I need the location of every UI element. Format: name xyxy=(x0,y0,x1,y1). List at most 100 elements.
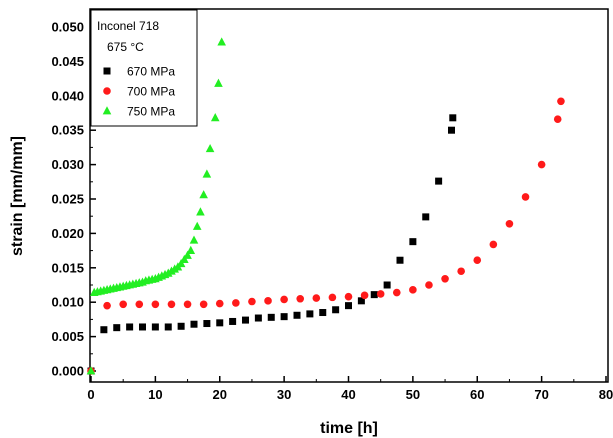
data-point xyxy=(449,114,457,122)
data-point xyxy=(441,275,449,283)
data-point xyxy=(190,320,198,328)
data-point xyxy=(196,207,205,216)
data-point xyxy=(214,78,223,87)
y-tick-label: 0.020 xyxy=(51,226,84,241)
data-point xyxy=(489,240,498,249)
data-point xyxy=(229,317,237,325)
data-point xyxy=(267,313,275,321)
data-point xyxy=(199,300,208,309)
data-point xyxy=(357,297,365,305)
data-point xyxy=(189,235,199,244)
legend: Inconel 718 675 °C 670 MPa 700 MPa 750 MPa xyxy=(90,9,198,127)
data-point xyxy=(205,143,215,153)
data-point xyxy=(86,366,96,375)
data-point xyxy=(177,322,185,330)
y-axis-title: strain [mm/mm] xyxy=(9,136,26,256)
data-point xyxy=(100,326,108,334)
data-point xyxy=(435,177,443,185)
data-point xyxy=(332,306,340,314)
data-point xyxy=(376,290,385,298)
y-tick-label: 0.010 xyxy=(51,295,84,310)
data-point xyxy=(183,300,192,309)
series-750-mpa xyxy=(86,37,226,375)
x-tick-label: 50 xyxy=(406,387,420,402)
data-point xyxy=(167,300,176,309)
legend-marker-700-mpa xyxy=(103,87,111,95)
y-axis: 0.000 0.005 0.010 0.015 0.020 0.025 0.030 0.035… xyxy=(51,20,96,379)
data-point xyxy=(215,299,224,308)
x-tick-label: 0 xyxy=(87,387,94,402)
data-point xyxy=(217,37,226,46)
data-point xyxy=(186,245,196,254)
data-point xyxy=(306,310,314,318)
data-point xyxy=(370,291,378,299)
data-point xyxy=(203,320,211,328)
data-point xyxy=(280,313,288,321)
data-point xyxy=(296,294,305,303)
data-point xyxy=(293,311,301,319)
series-700-mpa xyxy=(87,97,565,375)
x-tick-label: 10 xyxy=(148,387,162,402)
data-point xyxy=(553,115,562,123)
data-point xyxy=(537,160,546,169)
data-point xyxy=(113,324,121,332)
y-tick-label: 0.050 xyxy=(51,20,84,35)
x-tick-label: 40 xyxy=(341,387,355,402)
x-tick-label: 60 xyxy=(470,387,484,402)
data-point xyxy=(409,286,417,294)
y-tick-label: 0.035 xyxy=(51,123,84,138)
data-point xyxy=(312,294,321,302)
y-tick-label: 0.030 xyxy=(51,157,84,172)
data-point xyxy=(319,309,327,317)
x-axis-title: time [h] xyxy=(320,420,378,437)
data-point xyxy=(248,297,256,306)
data-point xyxy=(328,293,337,302)
data-point xyxy=(139,323,146,331)
data-point xyxy=(176,258,186,268)
data-point xyxy=(457,267,465,276)
x-tick-label: 20 xyxy=(213,387,227,402)
x-tick-label: 30 xyxy=(277,387,291,402)
data-point xyxy=(345,302,352,310)
data-point xyxy=(151,300,160,309)
data-point xyxy=(216,319,224,327)
y-tick-label: 0.025 xyxy=(51,192,84,207)
legend-marker-750-mpa xyxy=(102,106,112,115)
legend-label-750-mpa: 750 MPa xyxy=(127,105,175,119)
data-point xyxy=(396,256,404,264)
data-point xyxy=(164,323,172,331)
data-point xyxy=(264,297,272,305)
data-point xyxy=(383,281,391,289)
legend-items: 670 MPa 700 MPa 750 MPa xyxy=(102,65,175,119)
data-point xyxy=(409,238,417,246)
y-tick-label: 0.005 xyxy=(51,329,84,344)
y-tick-label: 0.045 xyxy=(51,54,84,69)
y-tick-label: 0.000 xyxy=(51,364,84,379)
data-point xyxy=(119,300,127,309)
data-point xyxy=(360,291,369,300)
data-point xyxy=(254,314,262,322)
data-point xyxy=(151,323,159,331)
data-point xyxy=(557,97,565,106)
data-series xyxy=(86,37,565,375)
data-point xyxy=(425,281,433,289)
legend-header-material: Inconel 718 xyxy=(97,19,159,33)
legend-label-700-mpa: 700 MPa xyxy=(127,85,175,99)
data-point xyxy=(505,219,514,228)
legend-marker-670-mpa xyxy=(103,67,111,75)
data-point xyxy=(103,301,111,310)
data-point xyxy=(202,169,212,178)
data-point xyxy=(232,299,240,307)
data-point xyxy=(210,113,220,122)
data-point xyxy=(199,190,208,199)
data-point xyxy=(126,323,134,331)
y-tick-label: 0.040 xyxy=(51,88,84,103)
data-point xyxy=(135,300,144,309)
x-tick-label: 80 xyxy=(599,387,613,402)
data-point xyxy=(422,213,430,221)
data-point xyxy=(473,256,482,265)
x-axis: 0 10 20 30 40 50 60 70 80 xyxy=(87,376,613,402)
data-point xyxy=(280,295,288,304)
data-point xyxy=(448,126,455,134)
